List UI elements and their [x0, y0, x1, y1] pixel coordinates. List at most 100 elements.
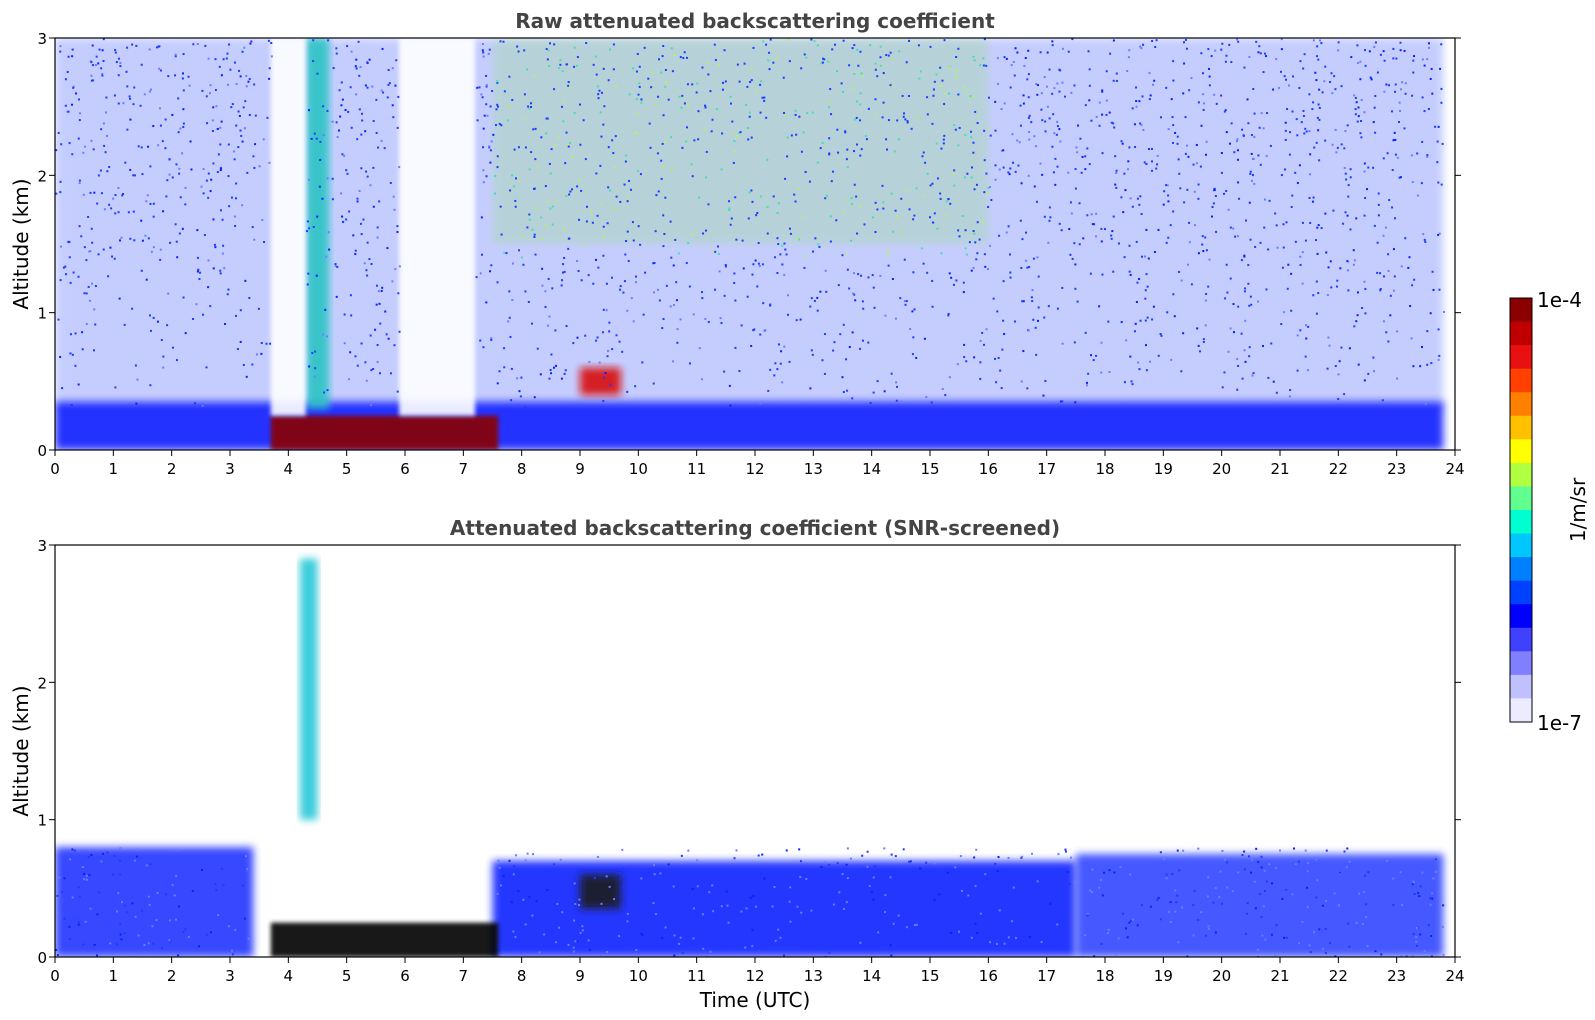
heatmap-speckle [1009, 86, 1012, 89]
heatmap-speckle [816, 44, 819, 47]
heatmap-speckle [979, 64, 982, 67]
heatmap-speckle [748, 111, 751, 114]
heatmap-speckle [1441, 925, 1444, 928]
heatmap-speckle [998, 168, 1001, 171]
heatmap-speckle [260, 352, 263, 355]
heatmap-speckle [1265, 288, 1268, 291]
heatmap-speckle [1364, 64, 1367, 67]
heatmap-speckle [117, 892, 120, 895]
heatmap-speckle [325, 255, 328, 258]
heatmap-speckle [1313, 931, 1316, 934]
heatmap-speckle [1315, 141, 1318, 144]
heatmap-speckle [572, 946, 575, 949]
heatmap-speckle [895, 399, 898, 402]
heatmap-speckle [355, 67, 358, 70]
heatmap-speckle [362, 218, 365, 221]
heatmap-speckle [812, 250, 815, 253]
heatmap-speckle [84, 145, 87, 148]
heatmap-speckle [528, 168, 531, 171]
heatmap-speckle [1074, 168, 1077, 171]
heatmap-speckle [609, 383, 612, 386]
heatmap-speckle [397, 95, 400, 98]
heatmap-speckle [140, 63, 143, 66]
heatmap-speckle [77, 886, 80, 889]
heatmap-speckle [522, 235, 525, 238]
heatmap-speckle [627, 259, 630, 262]
heatmap-speckle [1219, 870, 1222, 873]
heatmap-speckle [1376, 71, 1379, 74]
heatmap-speckle [496, 382, 499, 385]
heatmap-speckle [1147, 257, 1150, 260]
heatmap-speckle [1165, 877, 1168, 880]
x-tick-label: 5 [342, 460, 352, 478]
heatmap-speckle [1171, 116, 1174, 119]
heatmap-speckle [957, 47, 960, 50]
heatmap-speckle [531, 228, 534, 231]
heatmap-speckle [1167, 236, 1170, 239]
heatmap-speckle [711, 884, 714, 887]
heatmap-speckle [844, 253, 847, 256]
heatmap-speckle [989, 244, 992, 247]
heatmap-speckle [1421, 58, 1424, 61]
heatmap-speckle [1263, 869, 1266, 872]
heatmap-speckle [120, 938, 123, 941]
heatmap-speckle [866, 850, 869, 853]
heatmap-speckle [387, 337, 390, 340]
heatmap-speckle [1067, 171, 1070, 174]
heatmap-speckle [540, 917, 543, 920]
heatmap-speckle [94, 285, 97, 288]
heatmap-speckle [874, 98, 877, 101]
heatmap-speckle [1299, 263, 1302, 266]
heatmap-speckle [1236, 140, 1239, 143]
heatmap-speckle [681, 951, 684, 954]
heatmap-speckle [173, 894, 176, 897]
heatmap-speckle [1366, 945, 1369, 948]
heatmap-speckle [315, 137, 318, 140]
heatmap-speckle [1303, 132, 1306, 135]
heatmap-speckle [322, 333, 325, 336]
heatmap-speckle [747, 138, 750, 141]
heatmap-speckle [567, 145, 570, 148]
x-tick-label: 24 [1445, 460, 1464, 478]
heatmap-speckle [126, 85, 129, 88]
panel-raw-noise [55, 38, 1446, 409]
heatmap-speckle [1207, 925, 1210, 928]
heatmap-speckle [126, 128, 129, 131]
heatmap-speckle [562, 271, 565, 274]
heatmap-speckle [100, 860, 103, 863]
heatmap-speckle [922, 151, 925, 154]
heatmap-speckle [1385, 83, 1388, 86]
heatmap-speckle [1292, 75, 1295, 78]
heatmap-speckle [162, 355, 165, 358]
heatmap-speckle [1120, 321, 1123, 324]
heatmap-speckle [332, 67, 335, 70]
heatmap-feature-boundary-layer [55, 401, 1444, 450]
heatmap-speckle [777, 202, 780, 205]
heatmap-speckle [692, 313, 695, 316]
heatmap-speckle [621, 350, 624, 353]
heatmap-speckle [165, 195, 168, 198]
heatmap-speckle [788, 227, 791, 230]
heatmap-speckle [783, 114, 786, 117]
heatmap-speckle [766, 205, 769, 208]
heatmap-speckle [1377, 192, 1380, 195]
heatmap-speckle [1241, 128, 1244, 131]
heatmap-speckle [1066, 871, 1069, 874]
heatmap-speckle [1227, 208, 1230, 211]
heatmap-speckle [1208, 75, 1211, 78]
heatmap-speckle [1365, 916, 1368, 919]
heatmap-speckle [102, 38, 105, 41]
heatmap-speckle [679, 318, 682, 321]
heatmap-speckle [761, 853, 764, 856]
y-tick-label: 2 [37, 674, 47, 692]
heatmap-speckle [1330, 286, 1333, 289]
heatmap-speckle [1347, 289, 1350, 292]
heatmap-speckle [932, 94, 935, 97]
heatmap-speckle [1355, 921, 1358, 924]
heatmap-speckle [1269, 144, 1272, 147]
heatmap-speckle [108, 203, 111, 206]
heatmap-speckle [889, 876, 892, 879]
heatmap-speckle [1046, 51, 1049, 54]
heatmap-speckle [379, 322, 382, 325]
